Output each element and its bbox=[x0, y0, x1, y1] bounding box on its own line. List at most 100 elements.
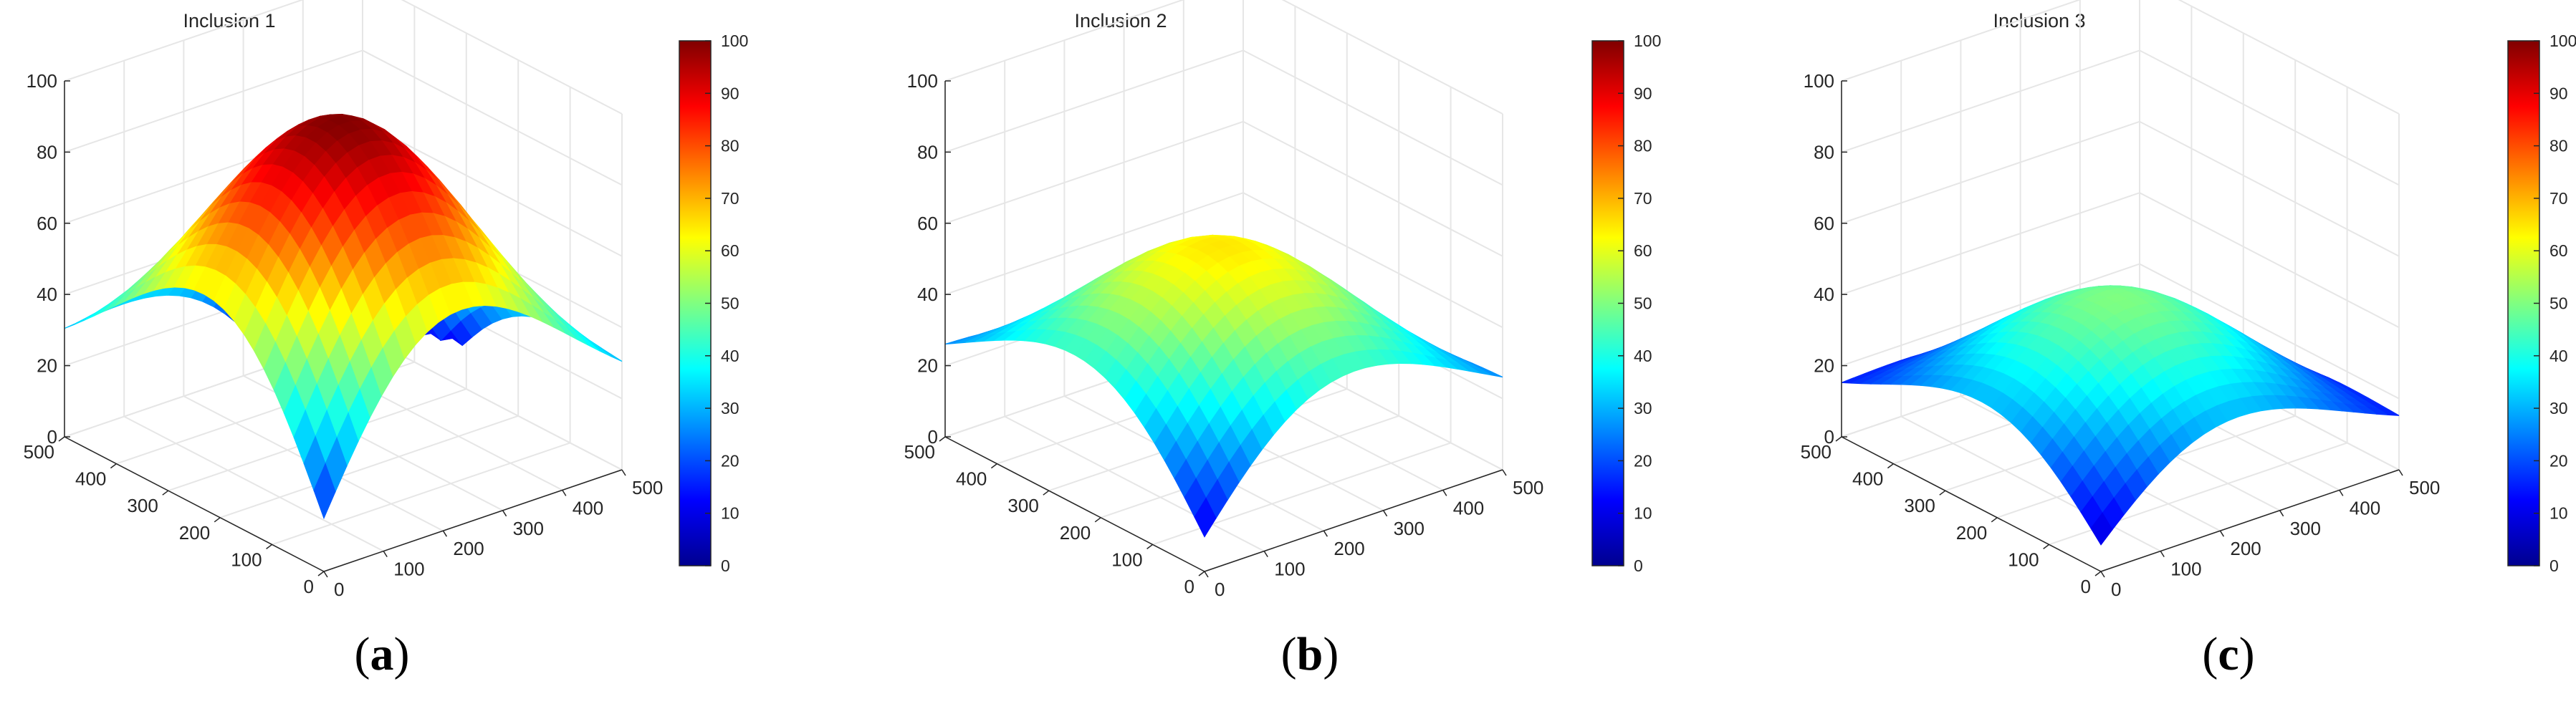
x-tick-mark bbox=[502, 510, 507, 517]
colorbar-tick-label: 40 bbox=[721, 347, 739, 365]
colorbar-tick-label: 20 bbox=[721, 451, 739, 470]
y-axis-line bbox=[1841, 436, 2102, 572]
z-tick-label: 100 bbox=[27, 70, 57, 92]
y-tick-mark bbox=[1835, 436, 1842, 442]
x-tick-mark bbox=[1323, 530, 1328, 537]
x-tick-mark bbox=[2279, 510, 2284, 517]
x-tick-mark bbox=[2160, 551, 2165, 557]
y-tick-mark bbox=[939, 436, 946, 442]
colorbar-tick-label: 80 bbox=[721, 137, 739, 155]
y-tick-mark bbox=[1146, 544, 1154, 550]
axis-lines bbox=[64, 81, 623, 572]
tick-labels: 0204060801000100200300400500010020030040… bbox=[904, 70, 1544, 600]
colorbar: 0 10 20 30 40 50 60 70 80 90 100 bbox=[679, 32, 748, 575]
z-tick-label: 60 bbox=[1814, 213, 1834, 234]
x-tick-mark bbox=[2100, 571, 2105, 578]
z-tick-label: 80 bbox=[37, 141, 57, 163]
y-tick-label: 500 bbox=[24, 441, 54, 463]
y-tick-label: 500 bbox=[1801, 441, 1832, 463]
y-tick-mark bbox=[162, 490, 169, 496]
grid-line bbox=[64, 0, 623, 115]
y-tick-mark bbox=[1887, 463, 1894, 469]
colorbar-tick-label: 100 bbox=[2549, 32, 2576, 50]
colorbar-tick-label: 0 bbox=[721, 556, 730, 575]
surface bbox=[1841, 285, 2400, 546]
colorbar-tick-label: 60 bbox=[1634, 241, 1652, 260]
x-tick-label: 500 bbox=[1513, 477, 1543, 498]
y-tick-label: 0 bbox=[2081, 576, 2091, 597]
colorbar-tick-label: 90 bbox=[721, 84, 739, 102]
x-tick-mark bbox=[442, 530, 448, 537]
surface bbox=[944, 234, 1503, 538]
x-tick-label: 200 bbox=[453, 538, 484, 559]
colorbar-tick-label: 20 bbox=[2549, 451, 2568, 470]
grid-line bbox=[944, 0, 1503, 115]
y-tick-mark bbox=[317, 571, 325, 576]
z-tick-label: 0 bbox=[47, 426, 57, 448]
x-tick-mark bbox=[1382, 510, 1388, 517]
z-tick-label: 20 bbox=[37, 355, 57, 377]
x-axis-line bbox=[2100, 469, 2400, 572]
x-tick-label: 400 bbox=[1453, 497, 1484, 518]
x-tick-label: 0 bbox=[334, 579, 344, 600]
panel-inclusion-3: Inclusion 302040608010001002003004005000… bbox=[1801, 0, 2576, 680]
tick-labels: 0204060801000100200300400500010020030040… bbox=[24, 70, 664, 600]
colorbar-tick-label: 100 bbox=[721, 32, 748, 50]
y-tick-label: 0 bbox=[304, 576, 314, 597]
x-tick-mark bbox=[323, 571, 328, 578]
colorbar-tick-label: 30 bbox=[1634, 399, 1652, 417]
z-tick-label: 40 bbox=[37, 284, 57, 305]
z-tick-label: 40 bbox=[917, 284, 938, 305]
x-tick-mark bbox=[2398, 469, 2403, 476]
grid-line bbox=[1841, 0, 2400, 115]
y-axis-line bbox=[64, 436, 325, 572]
colorbar-tick-label: 50 bbox=[1634, 294, 1652, 313]
x-tick-label: 0 bbox=[1215, 579, 1225, 600]
y-tick-label: 100 bbox=[231, 549, 262, 570]
x-tick-label: 300 bbox=[513, 518, 544, 539]
y-tick-mark bbox=[1094, 517, 1101, 523]
y-tick-label: 300 bbox=[127, 495, 158, 516]
x-tick-label: 100 bbox=[2170, 559, 2201, 580]
colorbar-tick-label: 70 bbox=[721, 189, 739, 208]
x-tick-mark bbox=[1442, 490, 1447, 496]
x-tick-label: 500 bbox=[2409, 477, 2440, 498]
z-tick-label: 20 bbox=[1814, 355, 1834, 377]
x-tick-mark bbox=[1263, 551, 1268, 557]
grid-line bbox=[272, 442, 570, 546]
x-tick-mark bbox=[1502, 469, 1507, 476]
y-axis-line bbox=[944, 436, 1205, 572]
colorbar-tick-label: 70 bbox=[2549, 189, 2568, 208]
x-tick-label: 500 bbox=[632, 477, 663, 498]
y-tick-label: 100 bbox=[2008, 549, 2039, 570]
axis-lines bbox=[1841, 81, 2400, 572]
y-tick-mark bbox=[2094, 571, 2102, 576]
panel-inclusion-1: Inclusion 102040608010001002003004005000… bbox=[24, 0, 748, 680]
y-tick-mark bbox=[58, 436, 65, 442]
surface-patch bbox=[1194, 497, 1217, 538]
z-tick-label: 80 bbox=[917, 141, 938, 163]
colorbar-tick-label: 10 bbox=[1634, 504, 1652, 523]
y-tick-mark bbox=[266, 544, 273, 550]
panel-caption: (c) bbox=[2202, 628, 2254, 680]
y-tick-label: 100 bbox=[1111, 549, 1142, 570]
tick-labels: 0204060801000100200300400500010020030040… bbox=[1801, 70, 2441, 600]
z-tick-label: 0 bbox=[1824, 426, 1834, 448]
z-tick-label: 80 bbox=[1814, 141, 1834, 163]
y-tick-label: 200 bbox=[179, 522, 210, 544]
z-tick-label: 40 bbox=[1814, 284, 1834, 305]
x-tick-label: 100 bbox=[393, 559, 424, 580]
y-tick-mark bbox=[1043, 490, 1050, 496]
colorbar-tick-label: 80 bbox=[1634, 137, 1652, 155]
x-tick-label: 300 bbox=[1394, 518, 1425, 539]
colorbar-tick-label: 10 bbox=[2549, 504, 2568, 523]
x-tick-label: 400 bbox=[573, 497, 603, 518]
y-tick-label: 400 bbox=[956, 468, 987, 490]
y-tick-mark bbox=[214, 517, 221, 523]
grid-line bbox=[1900, 415, 2161, 552]
y-tick-label: 400 bbox=[75, 468, 106, 490]
y-tick-mark bbox=[1939, 490, 1946, 496]
colorbar-tick-label: 60 bbox=[2549, 241, 2568, 260]
colorbar-tick-label: 0 bbox=[2549, 556, 2559, 575]
